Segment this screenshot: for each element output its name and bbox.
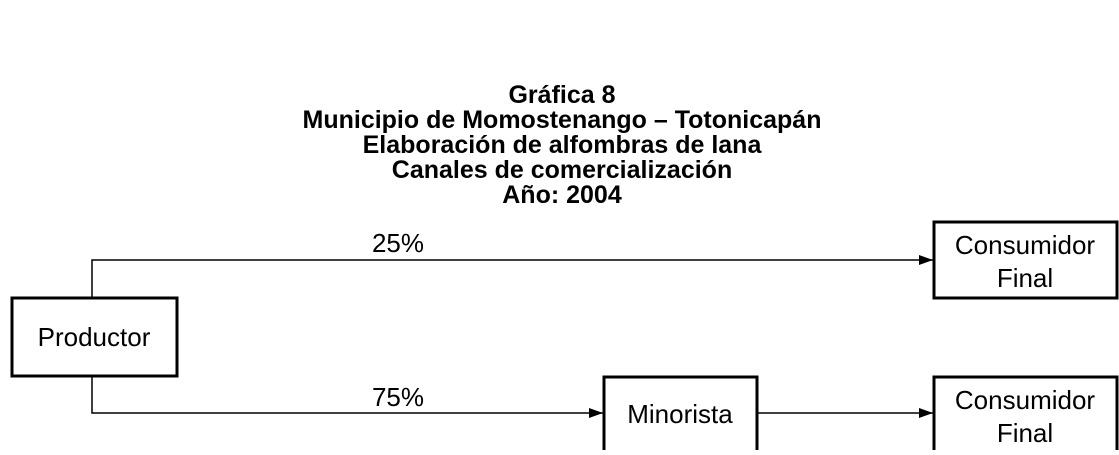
node-label: Productor	[38, 322, 151, 352]
node-label: Final	[997, 263, 1053, 293]
node-box	[932, 375, 1119, 455]
title-line: Municipio de Momostenango – Totonicapán	[303, 106, 822, 134]
node-box	[932, 220, 1119, 300]
title-line: Año: 2004	[502, 181, 622, 209]
edge-label: 25%	[372, 228, 424, 258]
node-label: Minorista	[627, 399, 733, 429]
title-line: Canales de comercialización	[392, 156, 732, 184]
node-box	[602, 375, 759, 455]
arrow	[91, 376, 603, 418]
node-box	[10, 296, 179, 378]
arrow	[91, 255, 933, 298]
node-label: Consumidor	[955, 385, 1096, 415]
title-line: Gráfica 8	[508, 81, 615, 109]
node-label: Consumidor	[955, 230, 1096, 260]
edge-label: 75%	[372, 382, 424, 412]
node-label: Final	[997, 418, 1053, 448]
title-line: Elaboración de alfombras de lana	[363, 131, 763, 159]
